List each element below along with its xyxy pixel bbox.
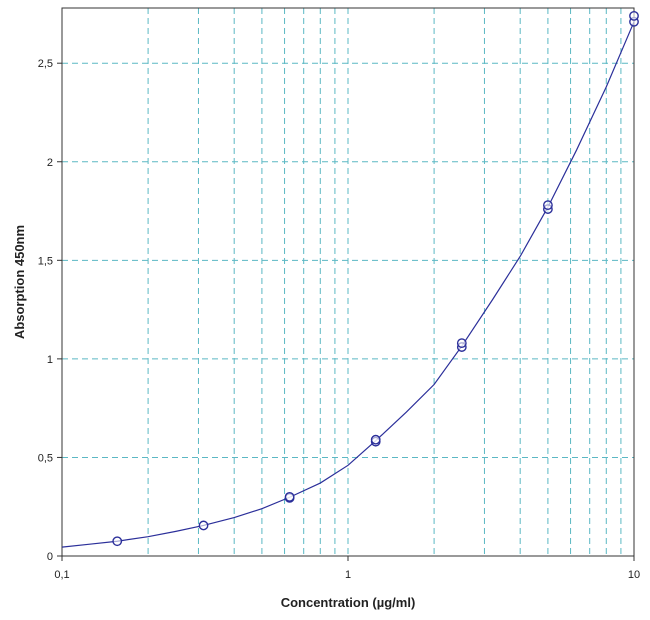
- x-tick-label: 10: [628, 569, 640, 581]
- y-tick-label: 2,5: [38, 58, 53, 70]
- x-tick-label: 0,1: [54, 569, 69, 581]
- y-axis-title: Absorption 450nm: [12, 225, 27, 339]
- data-point: [629, 10, 639, 21]
- x-axis-title: Concentration (µg/ml): [281, 595, 416, 610]
- points-layer: [112, 10, 639, 547]
- y-tick-label: 2: [47, 157, 53, 169]
- y-tick-label: 1,5: [38, 255, 53, 267]
- fit-curve: [61, 21, 635, 548]
- data-point: [112, 536, 123, 547]
- grid-layer: [62, 8, 634, 556]
- x-tick-label: 1: [345, 569, 351, 581]
- y-tick-label: 1: [47, 354, 53, 366]
- y-tick-label: 0,5: [38, 452, 53, 464]
- data-point: [543, 200, 553, 211]
- curve-layer: [61, 21, 635, 548]
- data-point: [456, 338, 467, 349]
- data-point: [284, 491, 295, 502]
- tick-labels: 0,1 1 10 0 0,5 1 1,5 2 2,5: [38, 58, 640, 581]
- data-point: [370, 434, 381, 445]
- y-tick-label: 0: [47, 551, 53, 563]
- data-point: [198, 520, 209, 531]
